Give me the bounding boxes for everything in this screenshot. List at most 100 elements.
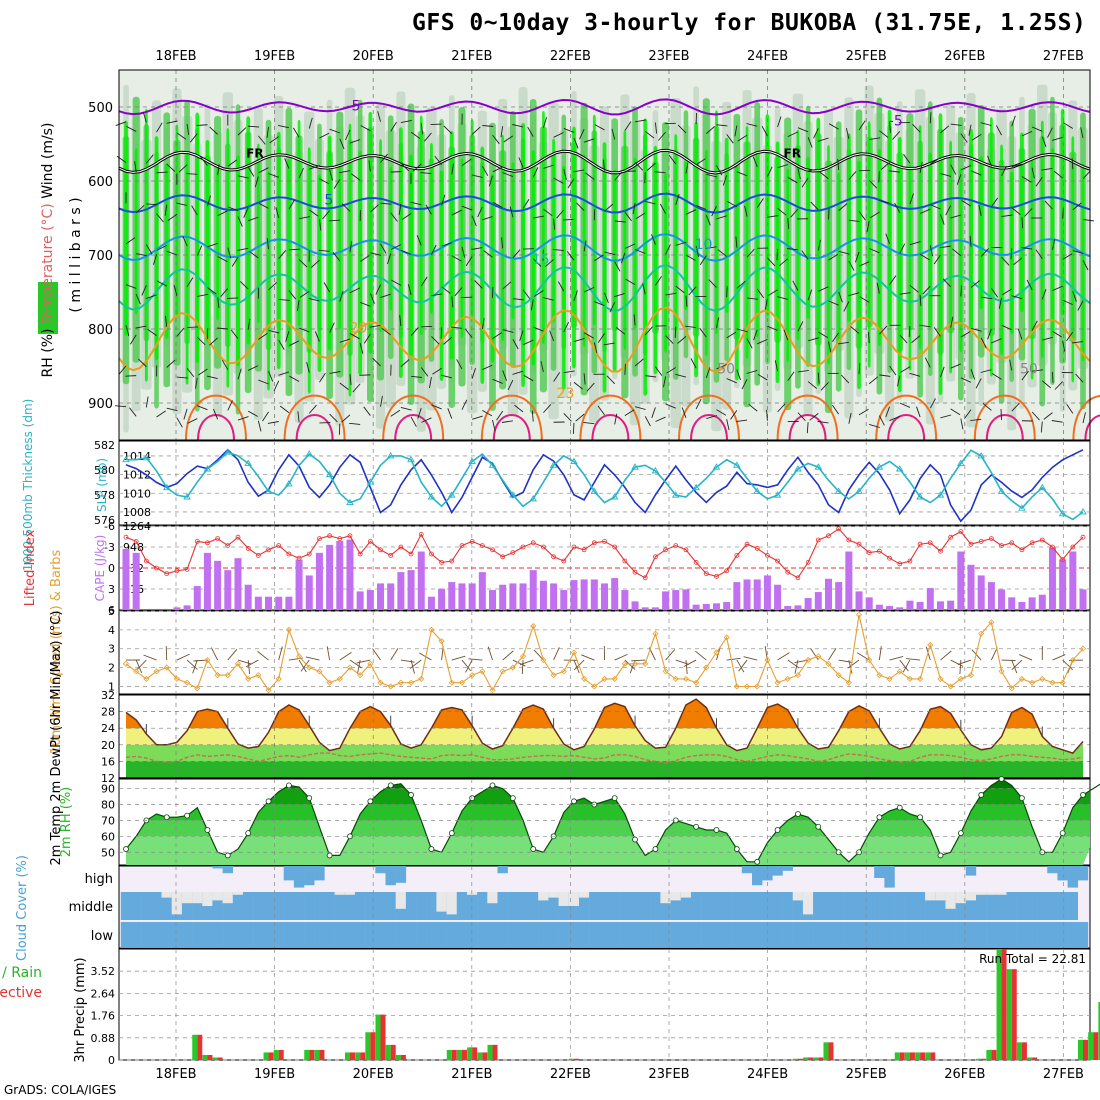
li-marker: [388, 553, 394, 558]
li-marker: [143, 558, 149, 564]
cloud-bar-high: [1057, 866, 1068, 881]
wind-barb: [1011, 402, 1020, 412]
cape-bar: [702, 604, 710, 610]
wind-barb: [810, 201, 819, 211]
wind-marker: [153, 668, 160, 675]
wind-marker: [377, 679, 384, 686]
wind-barb: [950, 659, 964, 667]
y-tick-label: 578: [94, 489, 115, 502]
wind-barb: [594, 254, 604, 262]
li-marker: [194, 539, 200, 544]
wind-barb: [209, 337, 218, 346]
wind-barb: [575, 413, 585, 422]
wind-barb: [166, 120, 178, 124]
wind-barb: [509, 206, 514, 218]
wind-marker: [214, 672, 221, 679]
wind-barb: [929, 398, 936, 409]
wind-barb: [195, 377, 198, 389]
wind-marker: [469, 672, 476, 679]
rh-marker: [896, 804, 903, 811]
wind-barb: [940, 173, 952, 177]
li-marker: [408, 551, 414, 557]
wind-barb: [634, 162, 644, 171]
wind-barb: [869, 248, 880, 254]
cloud-gap: [986, 892, 997, 895]
wind-barb: [665, 335, 674, 344]
wind-marker: [917, 675, 924, 682]
wind-barb: [929, 112, 932, 124]
li-marker: [1019, 547, 1025, 553]
cloud-gap: [446, 892, 457, 915]
wind-barb: [349, 287, 361, 294]
wind-marker: [306, 664, 313, 671]
cape-bar: [672, 590, 680, 610]
wind-barb: [400, 249, 412, 255]
wind-barb: [545, 259, 554, 268]
wind-marker: [784, 675, 791, 682]
cloud-bar-low: [955, 922, 967, 948]
wind-barb: [258, 379, 269, 385]
wind-barb: [421, 417, 432, 423]
isotherm-surface: [591, 414, 630, 441]
rh-cell: [439, 170, 444, 382]
cloud-bar-low: [1016, 922, 1028, 948]
rh-cell: [796, 129, 800, 341]
cloud-bar-middle: [741, 892, 753, 920]
slp-marker: [427, 493, 436, 500]
wind-barb: [370, 204, 379, 213]
slp-marker: [794, 465, 802, 472]
wind-barb: [380, 202, 392, 205]
wind-barb: [787, 176, 798, 184]
wind-barb: [369, 293, 375, 304]
wind-barb: [441, 242, 453, 247]
wind-marker: [906, 675, 913, 682]
cloud-bar-low: [894, 922, 905, 948]
li-marker: [642, 575, 648, 581]
wind-barb: [221, 359, 229, 370]
y-tick-label: 0: [108, 562, 115, 575]
temp-band: [126, 761, 1083, 778]
cloud-bar-low: [884, 922, 895, 948]
cloud-row-label: low: [91, 929, 114, 944]
li-marker: [500, 554, 506, 560]
wind-barb: [115, 121, 127, 127]
slp-marker: [346, 498, 354, 506]
wind-barb: [380, 395, 383, 407]
rh-marker: [1059, 830, 1066, 837]
rh-cell: [1060, 108, 1065, 316]
isotherm-surface: [973, 394, 1036, 441]
cloud-bar-low: [344, 922, 356, 948]
wind-barb: [1001, 256, 1010, 266]
wind-marker: [947, 683, 954, 690]
cloud-gap: [171, 892, 183, 915]
cloud-bar-low: [314, 922, 325, 948]
wind-barb: [288, 248, 300, 251]
wind-barb: [573, 137, 579, 149]
wind-marker: [733, 683, 740, 690]
y-tick-label: 1: [108, 680, 115, 693]
wind-barb: [248, 125, 260, 128]
rh-marker: [998, 776, 1005, 782]
wind-barb: [845, 128, 850, 139]
wind-barb: [583, 332, 594, 339]
cape-bar: [916, 602, 924, 610]
cloud-bar-low: [161, 922, 172, 948]
wind-barb: [766, 166, 773, 177]
wind-barb: [818, 286, 829, 292]
rh-cell: [857, 160, 861, 390]
wind-barb: [736, 280, 746, 289]
precip-bar-convective: [1032, 1057, 1038, 1060]
wind-barb: [614, 261, 621, 272]
cape-bar: [896, 607, 904, 610]
rh-cell: [990, 116, 993, 377]
wind-barb: [440, 374, 452, 379]
wind-barb: [1047, 127, 1053, 138]
wind-barb: [474, 280, 483, 289]
wind-marker: [662, 668, 669, 675]
wind-marker: [560, 668, 567, 675]
wind-barb: [472, 415, 483, 420]
date-label-bottom: 26FEB: [944, 1067, 985, 1082]
wind-barb: [380, 293, 391, 299]
wind-barb: [644, 416, 651, 427]
